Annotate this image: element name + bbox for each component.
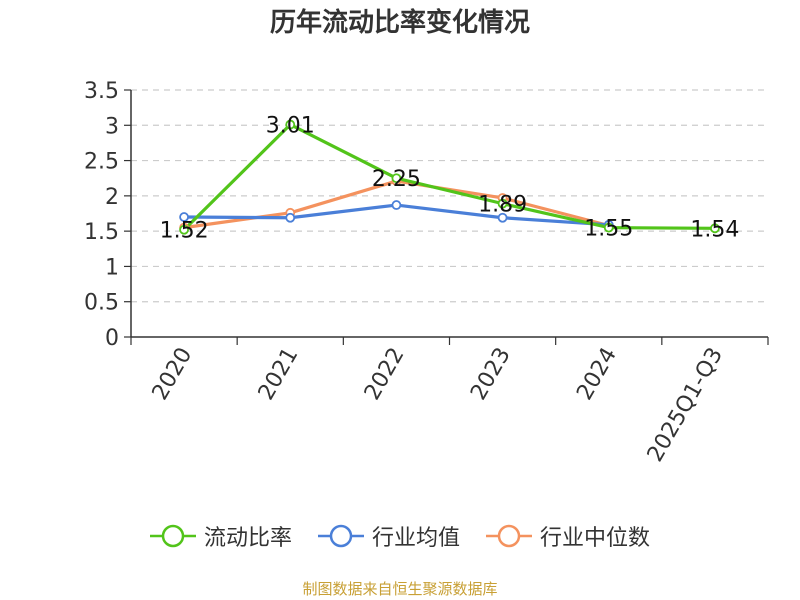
x-tick-label: 2022 (360, 344, 410, 405)
legend-marker-icon (317, 524, 364, 548)
legend-label: 行业中位数 (540, 526, 651, 551)
data-point (179, 212, 189, 222)
legend-marker-icon (486, 524, 532, 548)
data-point (391, 173, 402, 184)
legend: 流动比率 行业均值 行业中位数 (0, 520, 800, 552)
source-note: 制图数据来自恒生聚源数据库 (302, 580, 498, 598)
data-point (710, 223, 720, 234)
x-tick-label: 2020 (148, 344, 198, 405)
y-tick-label: 0 (105, 326, 119, 351)
data-label: 1.55 (584, 217, 633, 242)
y-tick-label: 1.5 (84, 220, 119, 245)
legend-item: 流动比率 (149, 520, 292, 552)
x-tick-label: 2021 (254, 344, 304, 405)
data-label: 1.54 (690, 217, 739, 242)
data-point (285, 119, 296, 130)
y-tick-label: 0.5 (84, 291, 119, 316)
legend-item: 行业均值 (317, 520, 460, 552)
data-point (497, 198, 508, 209)
y-tick-label: 3.5 (84, 79, 119, 104)
y-tick-label: 2 (105, 185, 119, 210)
data-label: 2.25 (372, 167, 421, 192)
y-tick-label: 1 (105, 255, 119, 280)
x-tick-label: 2024 (572, 344, 622, 405)
data-point (179, 224, 189, 235)
y-tick-label: 3 (105, 114, 119, 139)
legend-marker-icon (149, 524, 196, 548)
series-line (182, 122, 715, 231)
data-label: 1.89 (478, 193, 527, 218)
data-point (497, 212, 508, 223)
legend-label: 流动比率 (203, 526, 292, 551)
data-label: 3.01 (266, 114, 315, 139)
chart-title: 历年流动比率变化情况 (269, 8, 530, 38)
y-tick-label: 2.5 (84, 150, 119, 175)
legend-item: 行业中位数 (486, 520, 650, 552)
x-tick-label: 2023 (466, 344, 516, 405)
x-tick-label: 2025Q1-Q3 (643, 344, 728, 467)
data-point (285, 212, 296, 223)
data-label: 1.52 (160, 219, 209, 244)
legend-label: 行业均值 (371, 526, 460, 551)
data-point (391, 200, 402, 210)
data-point (603, 222, 614, 233)
